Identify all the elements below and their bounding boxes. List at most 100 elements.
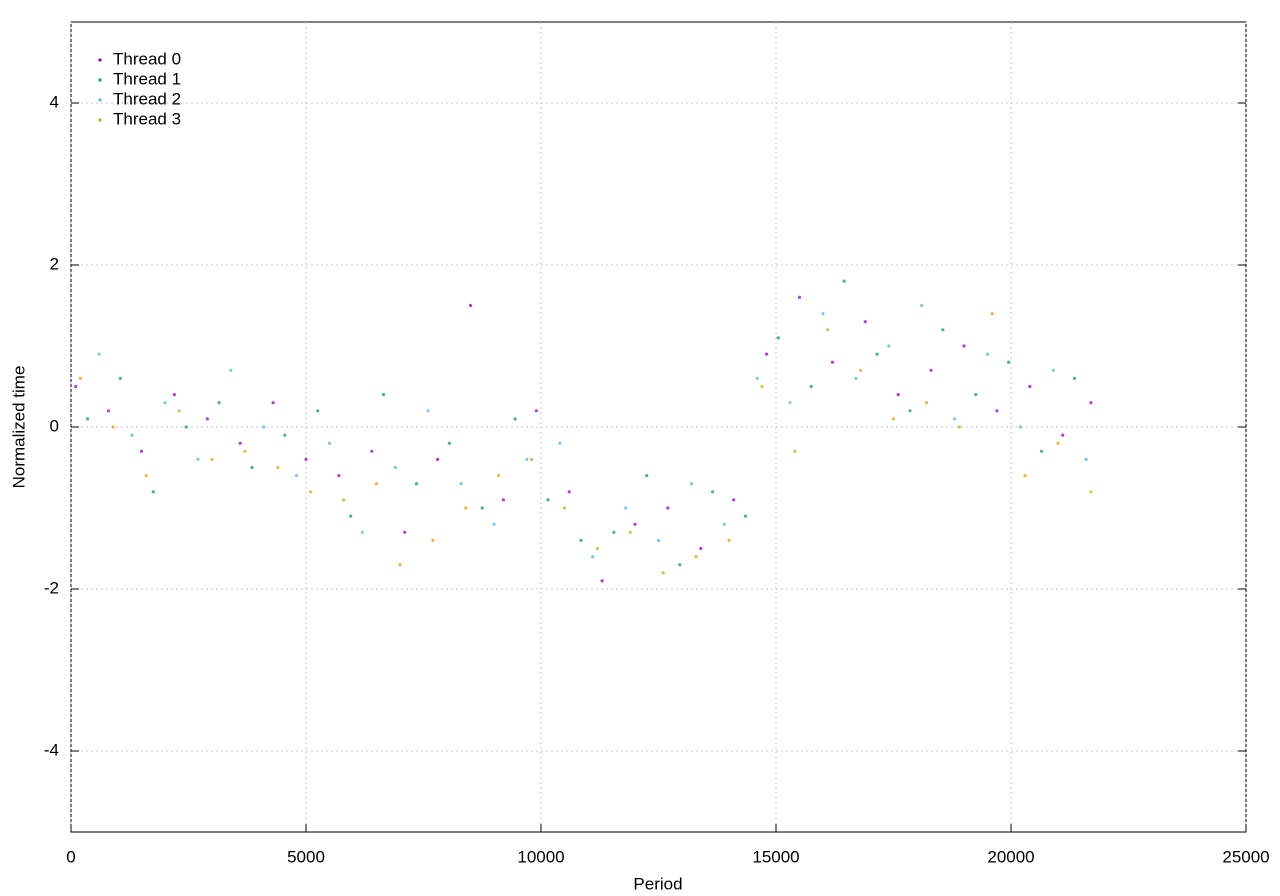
- y-tick-label: -2: [44, 578, 59, 597]
- point: [436, 457, 440, 461]
- point: [243, 449, 247, 453]
- point: [381, 393, 386, 397]
- x-tick-label: 15000: [752, 847, 799, 866]
- point: [78, 376, 82, 380]
- point: [797, 295, 802, 299]
- point: [295, 474, 299, 478]
- legend-label: Thread 2: [113, 89, 181, 108]
- point: [85, 417, 90, 421]
- point: [497, 474, 501, 478]
- point: [863, 320, 867, 324]
- point: [1039, 449, 1044, 453]
- point: [612, 530, 616, 534]
- point: [579, 538, 583, 543]
- point: [929, 368, 933, 372]
- point: [271, 401, 275, 405]
- point: [875, 352, 879, 356]
- point: [130, 433, 134, 437]
- point: [941, 328, 945, 332]
- point: [74, 384, 78, 389]
- point: [896, 393, 900, 397]
- point: [699, 546, 703, 551]
- point: [513, 417, 517, 421]
- point: [985, 352, 990, 356]
- point: [732, 498, 736, 502]
- legend-label: Thread 1: [113, 69, 181, 88]
- point: [546, 498, 550, 502]
- point: [118, 376, 122, 380]
- point: [492, 522, 496, 526]
- point: [283, 433, 287, 437]
- point: [217, 401, 221, 405]
- point: [1089, 490, 1093, 494]
- point: [250, 465, 254, 470]
- point: [990, 312, 994, 316]
- point: [139, 449, 144, 453]
- point: [337, 474, 341, 478]
- point: [591, 555, 595, 559]
- point: [403, 530, 407, 534]
- point: [349, 514, 353, 518]
- point: [196, 457, 200, 461]
- legend-label: Thread 0: [113, 49, 181, 68]
- point: [447, 441, 451, 445]
- point: [891, 417, 896, 421]
- point: [567, 490, 571, 494]
- point: [830, 360, 835, 364]
- y-axis-label: Normalized time: [9, 366, 28, 489]
- legend-swatch: [98, 78, 102, 82]
- x-tick-label: 25000: [1222, 847, 1269, 866]
- point: [501, 498, 505, 502]
- point: [370, 449, 374, 453]
- y-tick-label: 0: [50, 416, 59, 435]
- point: [525, 457, 529, 461]
- point: [238, 441, 242, 445]
- point: [530, 457, 534, 461]
- point: [645, 474, 649, 478]
- legend-label: Thread 3: [113, 109, 181, 128]
- point: [172, 393, 176, 397]
- point: [562, 506, 567, 510]
- point: [628, 530, 632, 534]
- point: [793, 449, 797, 453]
- point: [887, 344, 891, 348]
- point: [633, 522, 637, 526]
- point: [342, 498, 346, 502]
- point: [327, 441, 332, 445]
- point: [480, 506, 484, 510]
- point: [1056, 441, 1060, 445]
- legend-swatch: [98, 58, 102, 62]
- legend-swatch: [98, 118, 102, 122]
- point: [1028, 384, 1032, 389]
- point: [398, 563, 402, 567]
- point: [414, 482, 419, 486]
- point: [558, 441, 562, 445]
- point: [309, 490, 313, 494]
- point: [995, 409, 999, 413]
- point: [210, 457, 214, 461]
- point: [534, 409, 538, 413]
- point: [431, 538, 435, 543]
- point: [1089, 401, 1093, 405]
- point: [595, 546, 600, 551]
- point: [304, 457, 308, 461]
- point: [710, 490, 715, 494]
- point: [1051, 368, 1055, 372]
- point: [924, 401, 929, 405]
- point: [788, 401, 792, 405]
- point: [276, 465, 280, 470]
- point: [205, 417, 209, 421]
- point: [600, 579, 604, 583]
- x-tick-label: 5000: [287, 847, 325, 866]
- point: [262, 425, 266, 429]
- point: [151, 490, 155, 494]
- point: [1007, 360, 1011, 364]
- point: [163, 401, 167, 405]
- point: [765, 352, 769, 356]
- point: [760, 384, 764, 389]
- point: [776, 336, 780, 340]
- point: [1072, 376, 1077, 380]
- point: [144, 474, 148, 478]
- x-tick-label: 20000: [987, 847, 1034, 866]
